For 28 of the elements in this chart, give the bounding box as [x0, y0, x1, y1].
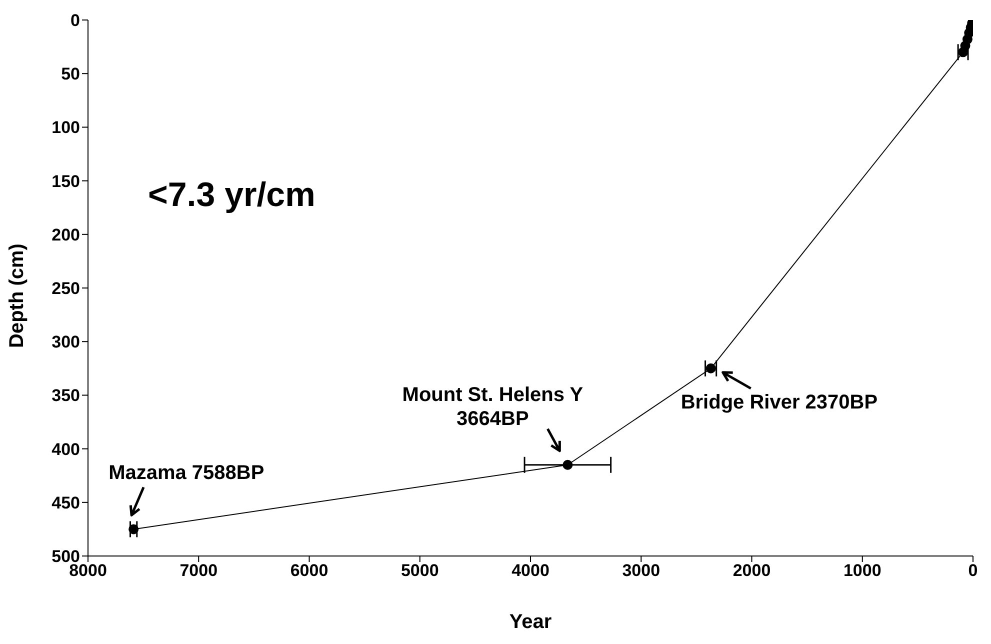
annotation: <7.3 yr/cm — [148, 176, 316, 215]
annotation: Mount St. Helens Y 3664BP — [402, 384, 584, 430]
y-axis-title: Depth (cm) — [6, 244, 28, 348]
point — [128, 524, 139, 534]
x-tick-label: 1000 — [843, 561, 882, 580]
y-tick-label: 250 — [52, 279, 80, 298]
x-tick-label: 7000 — [180, 561, 218, 580]
y-tick-label: 350 — [52, 386, 80, 406]
annotation: Mazama 7588BP — [108, 462, 264, 484]
x-tick-label: 4000 — [512, 561, 550, 580]
x-tick-label: 6000 — [290, 561, 328, 580]
x-tick-label: 3000 — [622, 561, 660, 580]
annotation: Bridge River 2370BP — [680, 391, 878, 414]
x-tick-label: 0 — [968, 561, 978, 580]
y-tick-label: 200 — [52, 225, 80, 244]
x-tick-label: 2000 — [732, 561, 771, 580]
y-tick-label: 50 — [61, 64, 80, 84]
y-tick-label: 300 — [52, 332, 80, 352]
y-tick-label: 400 — [52, 440, 80, 459]
y-tick-label: 450 — [52, 493, 80, 512]
y-tick-label: 0 — [70, 11, 80, 30]
y-tick-label: 150 — [52, 172, 80, 191]
point — [706, 363, 716, 374]
x-tick-label: 8000 — [69, 561, 107, 580]
y-tick-label: 100 — [52, 118, 80, 138]
x-tick-label: 5000 — [400, 561, 439, 580]
x-axis-title: Year — [509, 611, 552, 633]
point — [562, 460, 573, 470]
